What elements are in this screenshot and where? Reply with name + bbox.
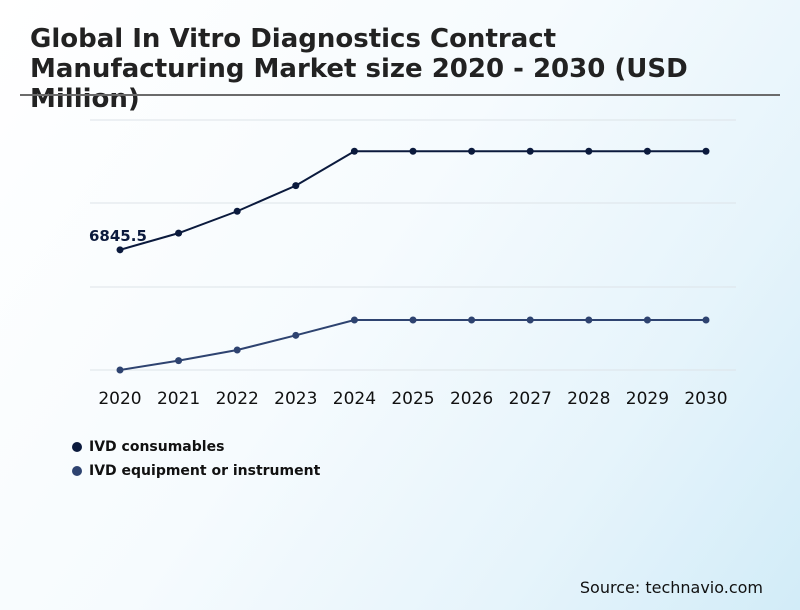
- legend-label-ivd-equipment: IVD equipment or instrument: [89, 463, 321, 479]
- x-tick-label-2022: 2022: [216, 389, 259, 409]
- x-tick-label-2024: 2024: [333, 389, 376, 409]
- legend-marker-ivd-equipment: [72, 466, 82, 476]
- data-point-s1-2027: [526, 316, 534, 324]
- legend-label-ivd-consumables: IVD consumables: [89, 439, 225, 455]
- title-divider: [20, 94, 780, 96]
- x-tick-label-2026: 2026: [450, 389, 493, 409]
- source-note: Source: technavio.com: [579, 578, 763, 597]
- data-point-s1-2029: [643, 316, 651, 324]
- legend: IVD consumables IVD equipment or instrum…: [72, 435, 320, 483]
- data-point-s0-2026: [468, 147, 476, 155]
- data-point-s1-2020: [116, 366, 124, 374]
- x-tick-label-2023: 2023: [274, 389, 317, 409]
- data-point-s0-2022: [233, 207, 241, 215]
- data-point-s1-2028: [585, 316, 593, 324]
- data-point-s1-2021: [175, 357, 183, 365]
- data-point-s0-2024: [350, 147, 358, 155]
- legend-marker-ivd-consumables: [72, 442, 82, 452]
- data-point-s1-2026: [468, 316, 476, 324]
- data-point-s1-2025: [409, 316, 417, 324]
- chart-title: Global In Vitro Diagnostics Contract Man…: [30, 24, 688, 114]
- data-point-s0-2028: [585, 147, 593, 155]
- data-point-s0-2021: [175, 229, 183, 237]
- legend-item-ivd-equipment: IVD equipment or instrument: [72, 459, 320, 483]
- x-tick-label-2021: 2021: [157, 389, 200, 409]
- data-point-s0-2020: [116, 246, 124, 254]
- x-tick-label-2020: 2020: [98, 389, 141, 409]
- legend-item-ivd-consumables: IVD consumables: [72, 435, 320, 459]
- data-point-s0-2029: [643, 147, 651, 155]
- x-tick-label-2025: 2025: [391, 389, 434, 409]
- data-point-s1-2022: [233, 346, 241, 354]
- line-chart: 2020 2021 2022 2023 2024 2025 2026 2027 2028 2029…: [89, 119, 736, 409]
- x-tick-label-2030: 2030: [684, 389, 727, 409]
- series-line-0: [119, 150, 706, 251]
- data-point-s0-2030: [702, 147, 710, 155]
- data-point-s1-2024: [350, 316, 358, 324]
- x-tick-label-2027: 2027: [509, 389, 552, 409]
- x-tick-label-2029: 2029: [626, 389, 669, 409]
- data-point-s1-2030: [702, 316, 710, 324]
- data-label-0: 6845.5: [89, 227, 147, 245]
- data-point-s0-2025: [409, 147, 417, 155]
- series-line-1: [119, 319, 706, 371]
- data-point-s1-2023: [292, 331, 300, 339]
- data-point-s0-2027: [526, 147, 534, 155]
- x-tick-label-2028: 2028: [567, 389, 610, 409]
- data-point-s0-2023: [292, 182, 300, 190]
